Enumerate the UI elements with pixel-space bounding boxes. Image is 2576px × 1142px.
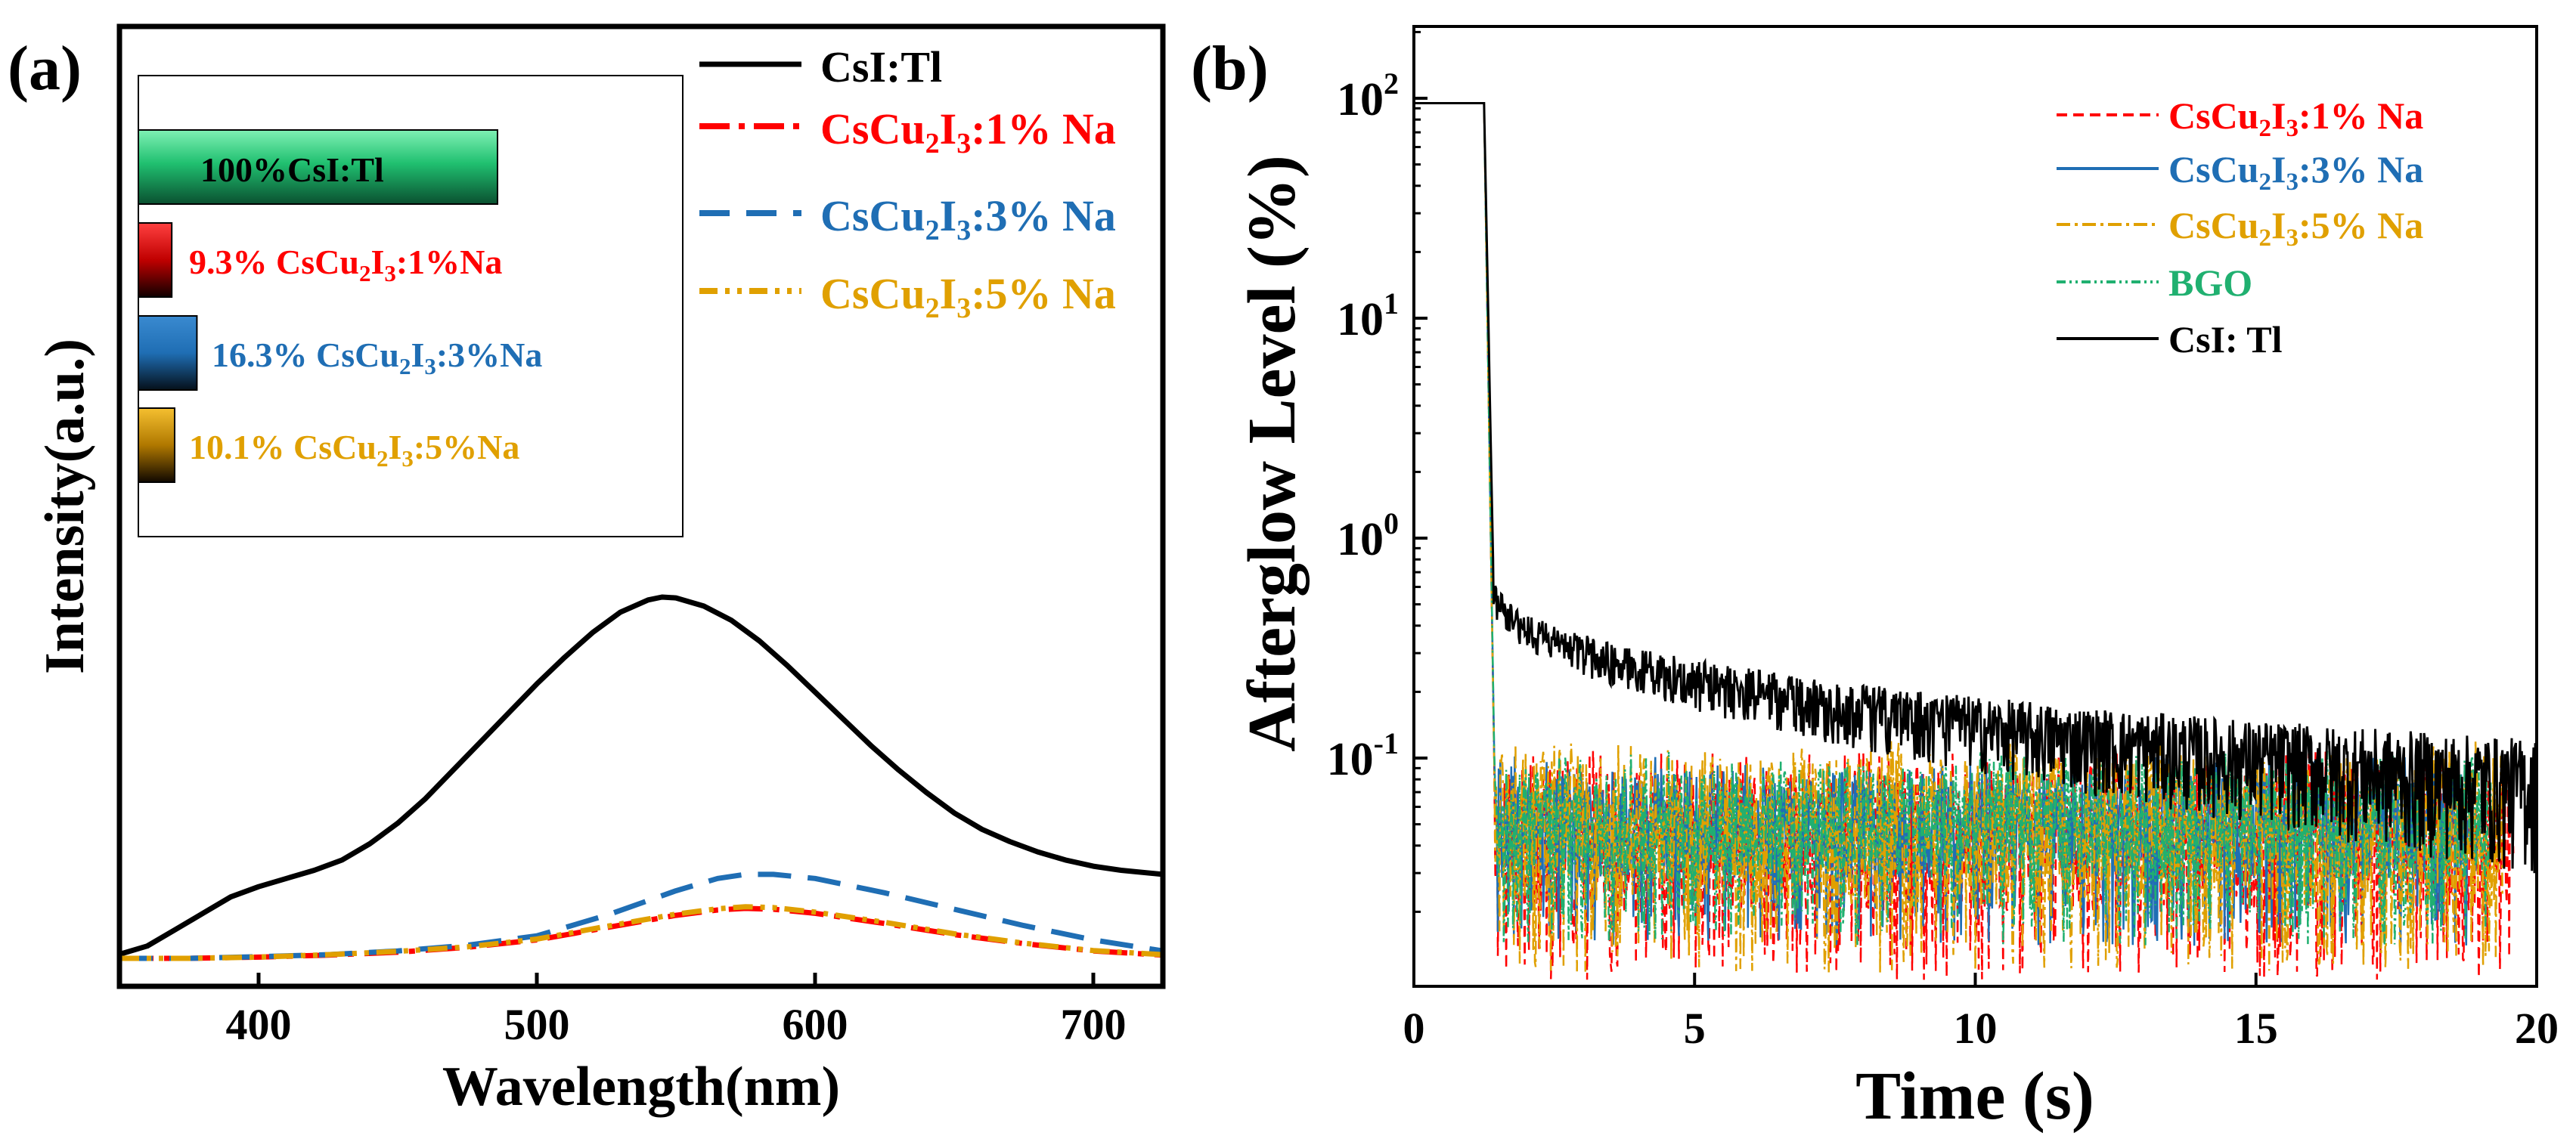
x-tick-label-a-700: 700 xyxy=(1061,1000,1127,1049)
series-a-cscu2i3-1-na xyxy=(119,905,1163,961)
legend-a-label-na3: CsCu2I3:3% Na xyxy=(820,191,1116,246)
legend-b-entry-na5: CsCu2I3:5% Na xyxy=(2057,204,2423,252)
x-tick-label-b-20: 20 xyxy=(2515,1004,2559,1053)
legend-b-entry-csitl: CsI: Tl xyxy=(2057,318,2283,361)
panel-a-frame xyxy=(116,23,1166,989)
legend-a-entry-csitl: CsI:Tl xyxy=(699,42,942,91)
legend-a-label-na1: CsCu2I3:1% Na xyxy=(820,104,1116,159)
series-a-cscu2i3-5-na xyxy=(119,904,1163,961)
panel-a: (a) 400 500 600 700 Wavelength(nm) Intensit… xyxy=(8,23,1166,1118)
legend-b-label-csitl: CsI: Tl xyxy=(2168,318,2283,361)
legend-b-entry-bgo: BGO xyxy=(2057,262,2252,304)
panel-a-series-lines xyxy=(119,594,1163,961)
inset-bars xyxy=(138,129,498,483)
panel-a-xlabel: Wavelength(nm) xyxy=(442,1056,840,1118)
inset-bar-0 xyxy=(138,129,498,205)
y-tick-label-b-2: 102 xyxy=(1337,67,1399,125)
inset-bar-3 xyxy=(138,407,175,483)
y-tick-label-b-1: 101 xyxy=(1337,286,1399,345)
panel-a-label: (a) xyxy=(8,33,82,104)
legend-a-entry-na3: CsCu2I3:3% Na xyxy=(699,191,1116,246)
panel-a-legend: CsI:Tl CsCu2I3:1% Na CsCu2I3:3% Na CsCu2… xyxy=(699,42,1116,324)
panel-b-plot: 0 5 10 15 20 102 101 100 10-1 Time (s) Afterglo… xyxy=(1235,25,2559,1134)
inset-bar-label-1: 9.3% CsCu2I3:1%Na xyxy=(189,243,502,286)
panel-a-x-ticks: 400 500 600 700 xyxy=(226,973,1127,1049)
legend-a-label-csitl: CsI:Tl xyxy=(820,42,942,91)
panel-b: (b) 0 5 10 15 20 102 101 100 10-1 Time (s) Afte… xyxy=(1191,25,2559,1134)
legend-b-label-bgo: BGO xyxy=(2168,262,2252,304)
inset-bar-1 xyxy=(138,222,173,298)
legend-b-entry-na1: CsCu2I3:1% Na xyxy=(2057,94,2423,142)
x-tick-label-b-0: 0 xyxy=(1403,1004,1425,1053)
legend-a-label-na5: CsCu2I3:5% Na xyxy=(820,269,1116,324)
panel-a-plot: 400 500 600 700 Wavelength(nm) Intensity(a.… xyxy=(34,23,1166,1118)
legend-b-label-na3: CsCu2I3:3% Na xyxy=(2168,148,2423,196)
inset-bar-label-3: 10.1% CsCu2I3:5%Na xyxy=(189,428,519,472)
x-tick-label-b-15: 15 xyxy=(2234,1004,2278,1053)
legend-a-entry-na1: CsCu2I3:1% Na xyxy=(699,104,1116,159)
inset-bar-label-2: 16.3% CsCu2I3:3%Na xyxy=(212,336,542,379)
panel-b-y-ticks: 102 101 100 10-1 xyxy=(1327,30,1427,913)
legend-b-entry-na3: CsCu2I3:3% Na xyxy=(2057,148,2423,196)
x-tick-label-b-5: 5 xyxy=(1684,1004,1706,1053)
series-a-cscu2i3-3-na xyxy=(119,871,1163,961)
inset-bar-label-0: 100%CsI:Tl xyxy=(200,150,384,189)
inset-bar-2 xyxy=(138,315,198,391)
legend-b-label-na1: CsCu2I3:1% Na xyxy=(2168,94,2423,142)
panel-b-label: (b) xyxy=(1191,33,1269,104)
x-tick-label-a-500: 500 xyxy=(504,1000,570,1049)
panel-a-ylabel: Intensity(a.u.) xyxy=(34,339,96,674)
panel-a-inset: 100%CsI:Tl 9.3% CsCu2I3:1%Na 16.3% CsCu2… xyxy=(138,75,684,537)
series-a-csi-tl xyxy=(119,594,1163,957)
panel-b-x-ticks: 0 5 10 15 20 xyxy=(1403,973,2559,1053)
x-tick-label-b-10: 10 xyxy=(1954,1004,1998,1053)
x-tick-label-a-400: 400 xyxy=(226,1000,292,1049)
legend-b-label-na5: CsCu2I3:5% Na xyxy=(2168,204,2423,252)
panel-b-ylabel: Afterglow Level (%) xyxy=(1235,155,1310,752)
series-b-bgo xyxy=(1414,102,2493,945)
panel-b-series-lines xyxy=(1414,102,2537,980)
y-tick-label-b-0: 100 xyxy=(1337,506,1399,565)
legend-a-entry-na5: CsCu2I3:5% Na xyxy=(699,269,1116,324)
panel-b-legend: CsCu2I3:1% Na CsCu2I3:3% Na CsCu2I3:5% N… xyxy=(2057,94,2423,361)
y-tick-label-b-1: 10-1 xyxy=(1327,726,1399,785)
series-b-csi-tl xyxy=(1414,102,2537,874)
x-tick-label-a-600: 600 xyxy=(783,1000,848,1049)
panel-b-xlabel: Time (s) xyxy=(1855,1059,2094,1134)
